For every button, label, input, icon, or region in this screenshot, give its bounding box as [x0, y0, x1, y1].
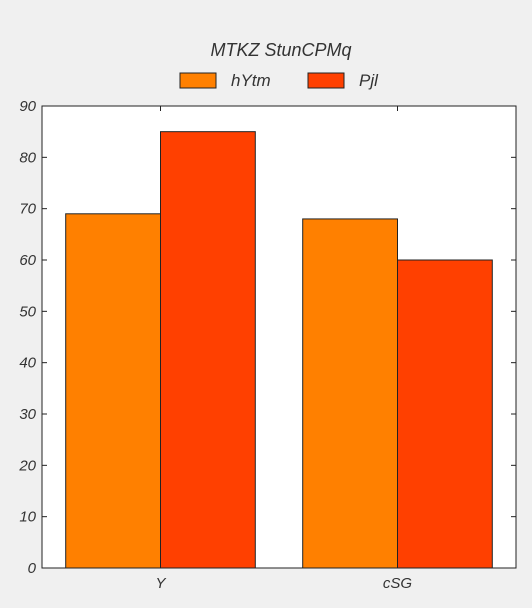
- y-tick-label: 30: [19, 406, 36, 423]
- bar-pjl-csg: [397, 259, 493, 569]
- x-tick-label-y: Y: [155, 575, 166, 592]
- y-axis: 0 10 20 30 40 50 60 70 80 90: [18, 98, 516, 577]
- x-tick-label-csg: cSG: [383, 575, 413, 592]
- legend-label-pjl: Pjl: [359, 71, 379, 90]
- y-tick-label: 10: [19, 509, 36, 526]
- bar-pjl-y: [160, 131, 256, 569]
- bar-hytm-y: [65, 213, 161, 569]
- y-tick-label: 90: [19, 98, 36, 115]
- legend-swatch-hytm: [179, 72, 217, 89]
- y-tick-label: 20: [18, 457, 36, 474]
- y-tick-label: 70: [19, 201, 36, 218]
- bar-hytm-csg: [302, 218, 399, 569]
- bars: [65, 131, 493, 569]
- y-tick-label: 0: [28, 560, 37, 577]
- y-tick-label: 50: [19, 303, 36, 320]
- y-tick-label: 80: [19, 149, 36, 166]
- legend-label-hytm: hYtm: [231, 71, 271, 90]
- legend-swatch-pjl: [307, 72, 345, 89]
- chart-title: MTKZ StunCPMq: [210, 40, 351, 60]
- legend: hYtm Pjl: [179, 71, 379, 90]
- y-tick-label: 40: [19, 355, 36, 372]
- y-tick-label: 60: [19, 252, 36, 269]
